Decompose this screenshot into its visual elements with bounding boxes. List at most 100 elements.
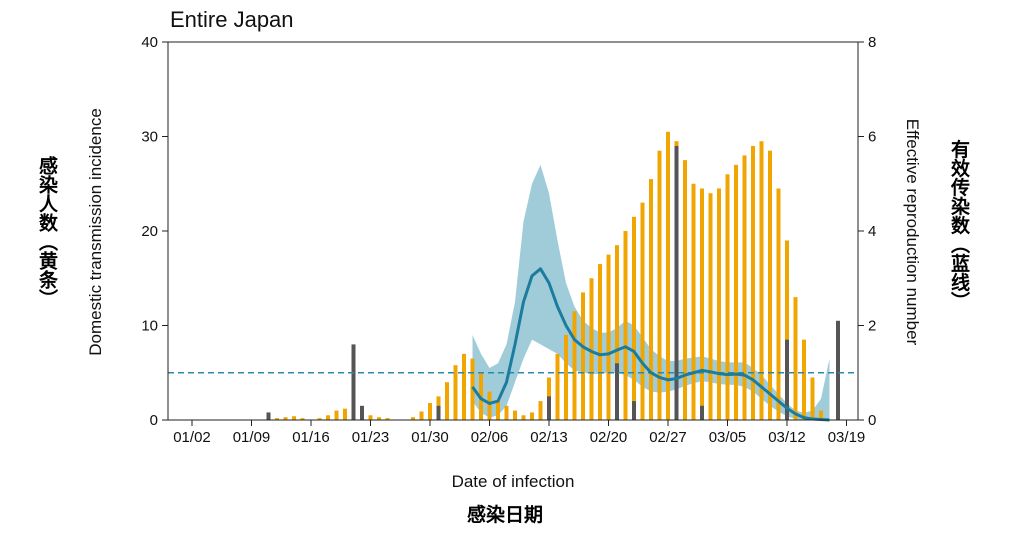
y-tick-label-right: 8	[868, 34, 876, 51]
incidence-bar	[428, 402, 432, 420]
incidence-bar	[598, 264, 602, 420]
incidence-bar	[564, 334, 568, 420]
incidence-bar	[445, 382, 449, 420]
incidence-bar	[513, 410, 517, 420]
x-tick-label: 01/16	[292, 429, 330, 446]
x-tick-label: 03/05	[709, 429, 747, 446]
incidence-bar	[496, 401, 500, 420]
incidence-bar	[581, 292, 585, 420]
incidence-bar	[419, 411, 424, 420]
incidence-bar	[717, 188, 721, 420]
incidence-bar	[283, 417, 288, 420]
incidence-bar	[734, 164, 738, 420]
y-axis-left-label: Domestic transmission incidence	[86, 108, 105, 356]
incidence-bar	[521, 415, 526, 420]
x-tick-label: 02/06	[471, 429, 509, 446]
imported-bar	[632, 401, 636, 420]
rt-confidence-band	[472, 164, 830, 420]
incidence-bar	[776, 188, 781, 420]
incidence-bar	[292, 416, 296, 420]
incidence-bar	[759, 141, 764, 420]
incidence-bar	[768, 150, 772, 421]
tick-labels: 0 10 20 30 40 0 2 4 6 8 01/02 01/09 01/16 01/23 01/30 0…	[141, 34, 876, 446]
incidence-bar	[538, 401, 543, 420]
x-tick-label: 02/20	[590, 429, 628, 446]
incidence-bar	[317, 418, 322, 420]
y-axis-right-label: Effective reproduction number	[903, 119, 922, 346]
imported-bar	[351, 344, 356, 420]
incidence-bar	[300, 418, 305, 420]
incidence-bar	[606, 254, 611, 420]
incidence-bar	[751, 145, 755, 420]
incidence-bar	[377, 417, 381, 420]
incidence-bar	[462, 353, 466, 420]
incidence-bar	[530, 412, 534, 420]
incidence-bar	[819, 410, 823, 420]
imported-bar	[436, 405, 441, 420]
y-tick-label-right: 0	[868, 412, 876, 429]
incidence-bar	[334, 410, 339, 420]
incidence-bar	[742, 155, 747, 420]
rt-line	[471, 267, 830, 422]
y-tick-label-right: 6	[868, 129, 876, 146]
x-tick-label: 02/27	[649, 429, 687, 446]
rt-line-layer	[168, 267, 858, 422]
imported-bar	[266, 412, 271, 420]
rt-band-area	[472, 164, 830, 420]
imported-bar	[785, 339, 789, 420]
imported-bar	[700, 405, 704, 420]
x-tick-label: 01/09	[233, 429, 271, 446]
incidence-bar	[725, 174, 730, 420]
incidence-bar	[555, 353, 560, 420]
imported-bar	[615, 363, 619, 420]
incidence-bar	[708, 193, 713, 420]
y-tick-label-left: 30	[141, 129, 158, 146]
incidence-bar	[691, 183, 696, 420]
incidence-bar	[411, 417, 415, 420]
incidence-bar	[649, 179, 653, 420]
incidence-bar	[453, 365, 458, 420]
incidence-bar	[589, 278, 594, 420]
chart-title: Entire Japan	[170, 7, 294, 32]
imported-bar	[360, 405, 364, 420]
incidence-bar	[640, 202, 645, 420]
incidence-bar	[785, 240, 789, 420]
x-tick-label: 03/12	[768, 429, 806, 446]
incidence-bar	[275, 418, 279, 420]
incidence-bar	[700, 188, 704, 420]
incidence-bar	[632, 216, 636, 420]
x-tick-label: 02/13	[530, 429, 568, 446]
incidence-bar	[385, 418, 390, 420]
axes	[162, 41, 864, 426]
incidence-bar	[615, 245, 619, 420]
incidence-bar	[572, 311, 577, 420]
incidence-bar	[326, 415, 330, 420]
incidence-bar	[802, 339, 806, 420]
x-tick-label: 01/02	[173, 429, 211, 446]
x-tick-label: 03/19	[828, 429, 866, 446]
y-tick-label-left: 40	[141, 34, 158, 51]
incidence-bar	[623, 231, 628, 420]
incidence-bar	[487, 391, 492, 420]
incidence-bars	[275, 131, 823, 421]
incidence-bar	[657, 150, 662, 421]
incidence-bar	[504, 405, 509, 420]
y-axis-left-label-cn: 感染人数（黄条）	[36, 155, 58, 308]
y-tick-label-right: 4	[868, 223, 876, 240]
x-tick-label: 01/30	[411, 429, 449, 446]
incidence-bar	[793, 297, 798, 420]
incidence-bar	[666, 131, 670, 420]
y-axis-right-label-cn: 有效传染数（蓝线）	[948, 138, 971, 310]
x-axis-label: Date of infection	[452, 472, 575, 491]
imported-bar	[836, 320, 840, 420]
y-tick-label-right: 2	[868, 318, 876, 335]
y-tick-label-left: 0	[150, 412, 158, 429]
incidence-bar	[683, 160, 687, 420]
incidence-bar	[343, 408, 347, 420]
incidence-bar	[810, 377, 815, 420]
imported-bar	[674, 145, 679, 420]
incidence-bar	[368, 415, 373, 420]
x-axis-label-cn: 感染日期	[467, 503, 543, 526]
imported-bar	[547, 396, 551, 420]
